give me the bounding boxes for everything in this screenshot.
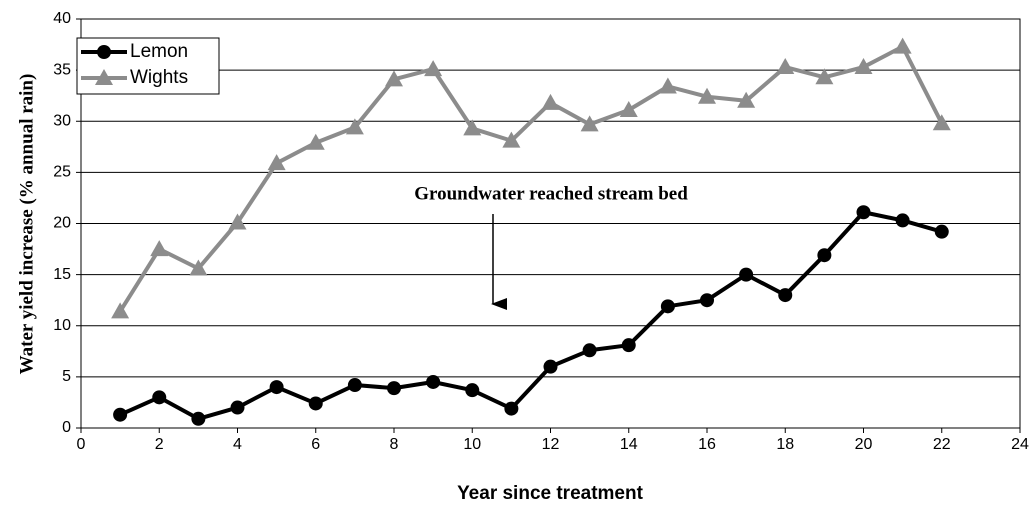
- point: [619, 101, 638, 118]
- point: [856, 205, 871, 220]
- point: [700, 293, 714, 308]
- point: [150, 240, 169, 257]
- point: [817, 248, 832, 263]
- point: [698, 87, 716, 104]
- point: [893, 37, 912, 54]
- point: [424, 60, 443, 77]
- point: [426, 374, 441, 389]
- series-line: [118, 44, 944, 313]
- y-tick-label: 20: [53, 215, 71, 232]
- legend-marker: [97, 45, 111, 59]
- point: [815, 68, 834, 85]
- point: [658, 77, 677, 94]
- x-tick-label: 12: [542, 436, 560, 453]
- point: [582, 343, 597, 358]
- point: [660, 299, 675, 314]
- point: [113, 407, 128, 422]
- point: [152, 390, 167, 405]
- y-tick-label: 15: [53, 266, 71, 283]
- x-tick-label: 10: [463, 436, 481, 453]
- point: [267, 154, 286, 171]
- y-axis-label: Water yield increase (% annual rain): [16, 74, 37, 375]
- point: [230, 400, 245, 415]
- point: [463, 119, 482, 136]
- point: [778, 288, 793, 303]
- y-tick-label: 10: [53, 317, 71, 334]
- point: [739, 267, 754, 282]
- point: [385, 70, 403, 87]
- point: [934, 224, 949, 239]
- x-tick-label: 2: [155, 436, 164, 453]
- x-tick-label: 6: [311, 436, 320, 453]
- point: [621, 338, 636, 353]
- x-tick-label: 0: [77, 436, 86, 453]
- point: [387, 381, 401, 396]
- y-tick-label: 25: [53, 164, 71, 181]
- legend-label: Wights: [130, 67, 188, 88]
- point: [895, 213, 910, 228]
- x-axis-label: Year since treatment: [457, 483, 644, 504]
- x-tick-label: 24: [1011, 436, 1029, 453]
- series-line: [119, 210, 943, 421]
- point: [189, 259, 208, 276]
- x-tick-label: 22: [933, 436, 951, 453]
- point: [932, 114, 951, 131]
- x-tick-label: 16: [698, 436, 716, 453]
- y-tick-label: 35: [53, 61, 71, 78]
- x-tick-label: 20: [855, 436, 873, 453]
- point: [465, 383, 480, 398]
- point: [543, 359, 558, 374]
- point: [776, 58, 795, 75]
- point: [345, 118, 364, 135]
- point: [347, 378, 362, 393]
- point: [308, 396, 323, 411]
- point: [306, 133, 325, 150]
- annotation: Groundwater reached stream bed: [414, 183, 688, 204]
- x-tick-label: 18: [776, 436, 794, 453]
- x-tick-label: 4: [233, 436, 242, 453]
- point: [269, 380, 284, 395]
- point: [854, 58, 873, 75]
- point: [580, 115, 599, 132]
- point: [504, 401, 519, 416]
- point: [228, 213, 247, 230]
- legend-marker: [95, 69, 113, 85]
- y-tick-label: 5: [62, 368, 71, 385]
- legend-label: Lemon: [130, 41, 188, 62]
- point: [737, 91, 756, 108]
- point: [191, 411, 206, 426]
- plot-frame: [80, 18, 1021, 429]
- x-tick-label: 8: [390, 436, 399, 453]
- point: [541, 93, 560, 110]
- y-tick-label: 40: [53, 10, 71, 27]
- y-tick-label: 30: [53, 112, 71, 129]
- x-tick-label: 14: [620, 436, 638, 453]
- y-tick-label: 0: [62, 419, 71, 436]
- point: [111, 302, 130, 319]
- point: [502, 131, 521, 148]
